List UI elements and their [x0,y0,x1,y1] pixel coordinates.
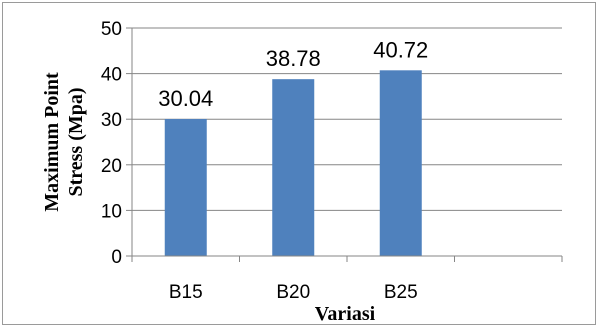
bar [379,70,422,256]
y-tick-label: 30 [101,110,122,131]
y-tick-labels: 0 10 20 30 40 50 [101,19,122,268]
x-tick-label: B25 [384,282,418,303]
bar [272,79,315,256]
bars [164,70,422,256]
data-label: 38.78 [266,46,321,71]
y-tick-label: 40 [101,65,122,86]
x-tick-labels: B15 B20 B25 [169,282,418,303]
bar [164,119,207,256]
data-label: 40.72 [373,37,428,62]
y-tick-label: 50 [101,19,122,40]
y-axis-title-line: Maximum Point [41,72,63,212]
y-axis-title-line: Stress (Mpa) [65,87,87,196]
y-tick-label: 20 [101,156,122,177]
data-label: 30.04 [158,86,213,111]
x-tick-label: B20 [276,282,310,303]
x-axis-title: Variasi [315,303,376,325]
y-tick-label: 0 [111,247,122,268]
axes [126,27,563,262]
x-tick-label: B15 [169,282,203,303]
y-axis-title: Maximum Point Stress (Mpa) [41,72,87,212]
y-tick-label: 10 [101,201,122,222]
data-labels: 30.04 38.78 40.72 [158,37,428,111]
